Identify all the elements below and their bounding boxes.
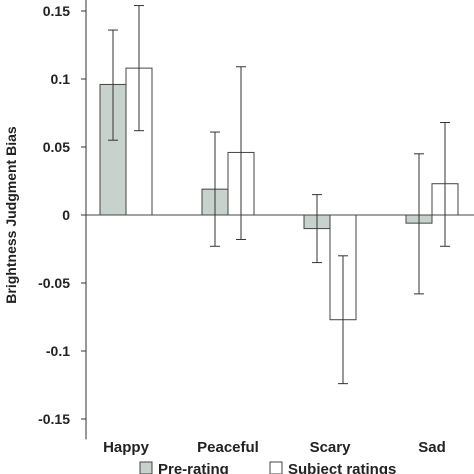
legend-swatch-pre-rating — [139, 461, 153, 474]
x-category-label: Peaceful — [197, 439, 259, 456]
y-axis-title: Brightness Judgment Bias — [3, 126, 19, 304]
y-tick-label: -0.1 — [46, 343, 70, 359]
x-axis-labels: Happy Peaceful Scary Sad — [103, 439, 446, 456]
legend-label: Pre-rating — [158, 461, 229, 474]
y-axis: 0.15 0.1 0.05 0 -0.05 -0.1 -0.15 — [38, 0, 474, 440]
y-tick-label: -0.05 — [38, 275, 70, 291]
legend-label: Subject ratings — [288, 461, 396, 474]
y-tick-label: -0.15 — [38, 411, 70, 427]
x-category-label: Sad — [418, 439, 446, 456]
y-tick-label: 0.1 — [51, 71, 71, 87]
x-category-label: Happy — [103, 439, 150, 456]
legend: Pre-rating Subject ratings — [139, 461, 396, 474]
legend-swatch-subject-ratings — [269, 461, 283, 474]
y-tick-label: 0.15 — [43, 3, 70, 19]
x-category-label: Scary — [310, 439, 352, 456]
y-tick-label: 0 — [62, 207, 70, 223]
error-bars — [108, 5, 450, 385]
bars — [99, 67, 459, 321]
y-tick-label: 0.05 — [43, 139, 70, 155]
